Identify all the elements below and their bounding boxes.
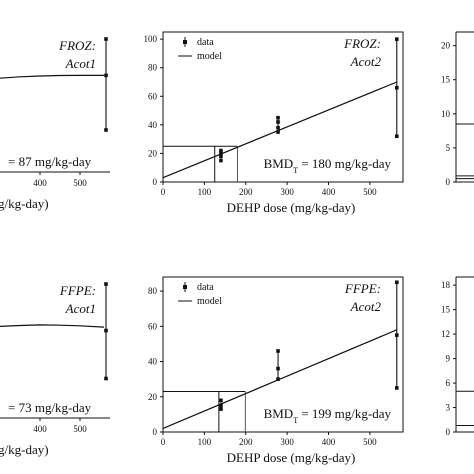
- data-point: [219, 398, 223, 403]
- bmd-annotation: = 87 mg/kg-day: [8, 154, 92, 169]
- x-tick-label: 300: [280, 187, 294, 197]
- data-point: [104, 282, 108, 286]
- data-point: [276, 120, 280, 124]
- x-tick-label: 400: [322, 187, 336, 197]
- data-point: [276, 366, 280, 371]
- plot-frame: [162, 31, 404, 183]
- panel-top-right: 0 5 10 15 20: [441, 31, 474, 187]
- y-tick-label: 10: [441, 109, 451, 119]
- x-tick-label: 200: [239, 437, 253, 447]
- panel-bottom-left: 400 500 FFPE: Acot1 = 73 mg/kg-day g/kg-day): [0, 282, 110, 457]
- x-tick-label: 200: [239, 187, 253, 197]
- data-point: [219, 158, 223, 163]
- x-tick-label: 500: [363, 187, 377, 197]
- panel-label-sample: FROZ:: [343, 36, 381, 51]
- data-point: [394, 134, 399, 139]
- data-point: [219, 403, 223, 408]
- panel-top-center: 0 20 40 60 80 100 0 100 200 300 400 500 data model FRO…: [144, 31, 404, 215]
- data-point: [104, 376, 108, 381]
- y-tick-label: 3: [446, 403, 451, 413]
- x-tick-label: 0: [161, 187, 166, 197]
- data-point: [394, 280, 399, 285]
- x-axis-label: DEHP dose (mg/kg-day): [227, 450, 356, 465]
- data-point: [276, 377, 280, 381]
- x-tick-label: 400: [33, 424, 47, 434]
- panel-label-gene: Acot1: [65, 301, 96, 316]
- y-tick-label: 80: [148, 286, 158, 296]
- model-line: [162, 329, 398, 430]
- y-tick-label: 12: [441, 329, 450, 339]
- data-point: [276, 130, 280, 134]
- x-axis-label: g/kg-day): [0, 442, 49, 457]
- legend-data-label: data: [197, 37, 214, 48]
- data-point: [219, 151, 223, 156]
- y-tick-label: 0: [446, 427, 451, 437]
- y-tick-label: 20: [441, 41, 451, 51]
- x-axis-label: DEHP dose (mg/kg-day): [227, 200, 356, 215]
- legend-data-label: data: [197, 282, 214, 293]
- x-tick-label: 100: [198, 187, 212, 197]
- panel-label-gene: Acot2: [350, 299, 382, 314]
- data-point: [276, 125, 280, 130]
- y-tick-label: 60: [148, 91, 158, 101]
- y-tick-label: 15: [441, 75, 451, 85]
- y-tick-label: 80: [148, 63, 158, 73]
- y-tick-label: 20: [148, 148, 158, 158]
- model-line: [162, 81, 398, 179]
- bmd-annotation: = 73 mg/kg-day: [8, 400, 92, 415]
- data-point: [394, 333, 399, 337]
- panel-bottom-right: 0 3 6 9 12 15 18: [441, 276, 474, 437]
- data-point: [104, 73, 108, 78]
- y-tick-label: 100: [144, 34, 158, 44]
- plot-frame: [162, 276, 404, 433]
- x-tick-label: 500: [73, 424, 87, 434]
- panel-label-gene: Acot2: [350, 54, 382, 69]
- x-tick-label: 500: [73, 178, 87, 188]
- panel-label-sample: FFPE:: [59, 283, 96, 298]
- panel-bottom-center: 0 20 40 60 80 0 100 200 300 400 500 data model FFPE: A…: [148, 276, 404, 465]
- y-tick-label: 40: [148, 120, 158, 130]
- bmd-annotation: BMDT = 180 mg/kg-day: [264, 156, 392, 175]
- y-tick-label: 5: [446, 143, 451, 153]
- panel-label-sample: FROZ:: [58, 38, 96, 53]
- data-point: [394, 85, 399, 90]
- panel-label-gene: Acot1: [65, 56, 96, 71]
- y-tick-label: 40: [148, 357, 158, 367]
- y-tick-label: 18: [441, 280, 451, 290]
- data-point: [394, 37, 399, 41]
- x-tick-label: 0: [161, 437, 166, 447]
- x-tick-label: 400: [33, 178, 47, 188]
- data-point: [104, 328, 108, 333]
- x-tick-label: 100: [198, 437, 212, 447]
- panel-top-left: 400 500 FROZ: Acot1 = 87 mg/kg-day g/kg-day): [0, 37, 110, 211]
- y-tick-label: 15: [441, 305, 451, 315]
- y-tick-label: 6: [446, 378, 451, 388]
- data-point: [104, 37, 108, 41]
- model-curve: [0, 74, 104, 79]
- bmd-annotation: BMDT = 199 mg/kg-day: [264, 406, 392, 425]
- y-tick-label: 0: [446, 177, 451, 187]
- y-tick-label: 0: [153, 177, 158, 187]
- data-point: [104, 128, 108, 132]
- legend-model-label: model: [197, 51, 222, 62]
- legend-model-label: model: [197, 296, 222, 307]
- model-curve: [0, 324, 105, 328]
- data-point: [219, 148, 223, 153]
- data-point: [394, 386, 399, 390]
- panel-label-sample: FFPE:: [344, 281, 381, 296]
- y-tick-label: 0: [153, 427, 158, 437]
- data-point: [276, 349, 280, 353]
- x-tick-label: 400: [322, 437, 336, 447]
- x-axis-label: g/kg-day): [0, 196, 49, 211]
- x-tick-label: 300: [280, 437, 294, 447]
- y-tick-label: 9: [446, 354, 451, 364]
- y-tick-label: 20: [148, 392, 158, 402]
- data-point: [219, 407, 223, 411]
- x-tick-label: 500: [363, 437, 377, 447]
- y-tick-label: 60: [148, 321, 158, 331]
- data-point: [276, 115, 280, 120]
- data-point: [219, 154, 223, 159]
